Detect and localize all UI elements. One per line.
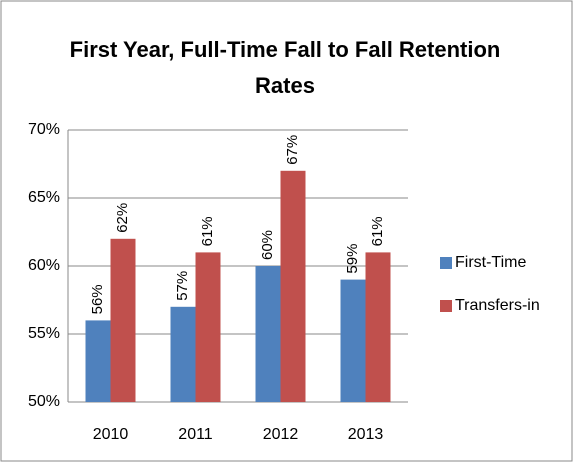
legend-label: Transfers-in [455,297,540,314]
bar [365,252,391,402]
data-label: 57% [174,271,191,301]
bar [280,170,306,402]
legend-label: First-Time [455,254,526,271]
chart-title: First Year, Full-Time Fall to Fall Reten… [69,37,501,98]
data-label: 60% [259,230,276,260]
y-tick-label: 50% [28,393,60,410]
data-label: 61% [199,216,216,246]
data-label: 67% [284,135,301,165]
y-tick-label: 65% [28,189,60,206]
bar [195,252,221,402]
y-tick-label: 55% [28,325,60,342]
data-label: 59% [344,244,361,274]
x-tick-label: 2011 [178,426,213,443]
legend-swatch [440,257,452,269]
y-tick-label: 60% [28,257,60,274]
bar [85,320,111,402]
x-tick-label: 2013 [348,426,384,443]
x-tick-label: 2010 [93,426,129,443]
data-label: 61% [369,216,386,246]
bar [110,238,136,402]
bar [170,306,196,402]
y-tick-label: 70% [28,121,60,138]
x-tick-label: 2012 [263,426,299,443]
data-label: 56% [89,284,106,314]
legend-swatch [440,300,452,312]
bar [255,266,281,402]
data-label: 62% [114,203,131,233]
bar [340,279,366,402]
